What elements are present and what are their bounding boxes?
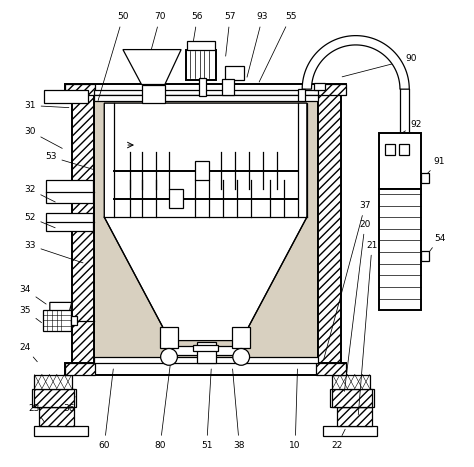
Bar xyxy=(44,90,88,103)
Text: 35: 35 xyxy=(19,306,42,323)
Bar xyxy=(160,326,178,347)
Text: 52: 52 xyxy=(24,212,55,228)
Text: 20: 20 xyxy=(345,219,371,391)
Bar xyxy=(142,85,165,103)
Bar xyxy=(323,426,377,436)
Bar xyxy=(72,95,94,363)
Text: 33: 33 xyxy=(24,241,83,263)
Bar xyxy=(222,79,234,95)
Text: 24: 24 xyxy=(19,343,37,362)
Text: 55: 55 xyxy=(259,13,296,82)
Bar xyxy=(421,251,429,262)
Bar xyxy=(379,134,421,189)
Bar xyxy=(46,212,92,231)
Bar xyxy=(193,345,219,351)
Bar xyxy=(187,41,215,50)
Bar xyxy=(35,426,88,436)
Text: 92: 92 xyxy=(400,120,422,134)
Bar xyxy=(35,375,72,389)
Bar xyxy=(94,95,318,101)
Bar xyxy=(319,95,341,363)
Text: 70: 70 xyxy=(147,13,166,65)
Text: 31: 31 xyxy=(24,101,69,110)
Text: 93: 93 xyxy=(247,13,268,77)
Bar xyxy=(314,83,326,90)
Bar xyxy=(71,316,77,325)
Text: 60: 60 xyxy=(99,369,113,450)
Text: 21: 21 xyxy=(358,241,378,415)
Bar xyxy=(330,389,374,407)
Bar xyxy=(65,84,95,95)
Bar xyxy=(46,180,92,203)
Text: 54: 54 xyxy=(427,234,445,255)
Bar xyxy=(35,389,74,407)
Text: 51: 51 xyxy=(201,369,212,450)
Bar xyxy=(399,144,409,155)
Circle shape xyxy=(161,348,177,365)
Text: 40: 40 xyxy=(379,208,422,228)
Text: 53: 53 xyxy=(45,152,95,170)
Text: 36: 36 xyxy=(64,396,75,413)
Text: 34: 34 xyxy=(19,285,46,304)
Bar xyxy=(43,311,71,331)
Text: 90: 90 xyxy=(342,54,417,77)
Circle shape xyxy=(233,348,250,365)
Bar xyxy=(65,363,95,375)
Bar xyxy=(94,95,318,363)
Text: 80: 80 xyxy=(155,355,172,450)
Polygon shape xyxy=(123,50,181,85)
Text: 37: 37 xyxy=(324,201,371,359)
Text: 22: 22 xyxy=(331,429,345,450)
Bar xyxy=(198,342,216,363)
Bar xyxy=(39,407,74,426)
Polygon shape xyxy=(104,103,307,340)
Bar xyxy=(32,389,76,407)
Bar xyxy=(199,78,206,96)
Text: 23: 23 xyxy=(29,403,45,422)
Text: 56: 56 xyxy=(191,13,203,56)
Bar xyxy=(316,84,346,95)
Bar xyxy=(94,90,318,95)
Text: 10: 10 xyxy=(290,369,301,450)
Bar xyxy=(332,375,370,389)
Bar xyxy=(186,50,216,80)
Bar xyxy=(379,189,421,311)
Bar xyxy=(298,89,304,101)
Polygon shape xyxy=(50,303,72,312)
Bar xyxy=(232,326,250,347)
Polygon shape xyxy=(50,312,67,322)
Bar xyxy=(65,84,346,95)
Bar xyxy=(385,144,395,155)
Text: 50: 50 xyxy=(98,13,128,100)
Polygon shape xyxy=(302,35,409,89)
Bar xyxy=(172,346,242,354)
Bar xyxy=(316,363,346,375)
Text: 32: 32 xyxy=(24,185,55,202)
Bar xyxy=(332,389,372,407)
Text: 30: 30 xyxy=(24,127,62,149)
Bar xyxy=(104,103,307,217)
Text: 91: 91 xyxy=(428,157,445,173)
Bar xyxy=(94,357,318,363)
Text: 38: 38 xyxy=(233,369,245,450)
Bar xyxy=(225,66,244,80)
Text: 57: 57 xyxy=(224,13,236,56)
Bar xyxy=(337,407,372,426)
Bar xyxy=(170,189,183,208)
Bar xyxy=(421,173,429,183)
Bar xyxy=(195,161,209,180)
Bar xyxy=(65,363,346,375)
